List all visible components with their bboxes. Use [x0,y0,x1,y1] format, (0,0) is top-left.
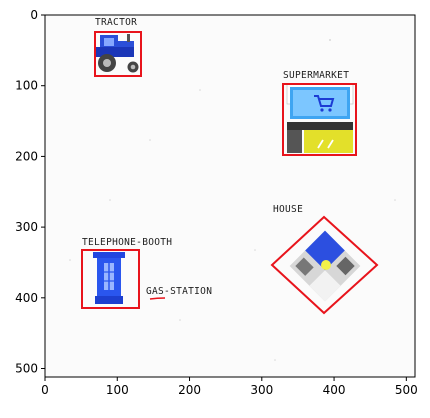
label-gas-station: GAS-STATION [146,286,212,297]
supermarket-icon [286,83,354,153]
house-light-icon [321,260,331,270]
tractor-icon [96,34,139,73]
label-supermarket: SUPERMARKET [283,70,349,81]
gas-station-mark [149,297,166,300]
telephone-booth-icon [93,252,125,304]
label-telephone-booth: TELEPHONE-BOOTH [82,237,172,248]
x-axis: 0 100 200 300 400 500 [41,377,418,397]
label-house: HOUSE [273,204,303,215]
y-tick-label: 500 [15,362,38,376]
y-tick-label: 400 [15,291,38,305]
y-tick-label: 200 [15,149,38,163]
telephone-booth-bounding-box [81,249,140,309]
y-axis: 0 100 200 300 400 500 [15,8,45,376]
house-bounding-box [270,215,379,315]
y-tick-label: 100 [15,79,38,93]
x-tick-label: 200 [178,383,201,397]
label-tractor: TRACTOR [95,17,137,28]
image-area [44,14,416,378]
x-tick-label: 100 [106,383,129,397]
x-tick-label: 300 [250,383,273,397]
x-tick-label: 500 [395,383,418,397]
supermarket-bounding-box [282,83,357,156]
house-icon [289,230,361,302]
y-tick-label: 0 [30,8,38,22]
y-tick-label: 300 [15,220,38,234]
x-tick-label: 400 [323,383,346,397]
x-tick-label: 0 [41,383,49,397]
paper-texture [69,39,396,361]
tractor-bounding-box [94,31,142,77]
